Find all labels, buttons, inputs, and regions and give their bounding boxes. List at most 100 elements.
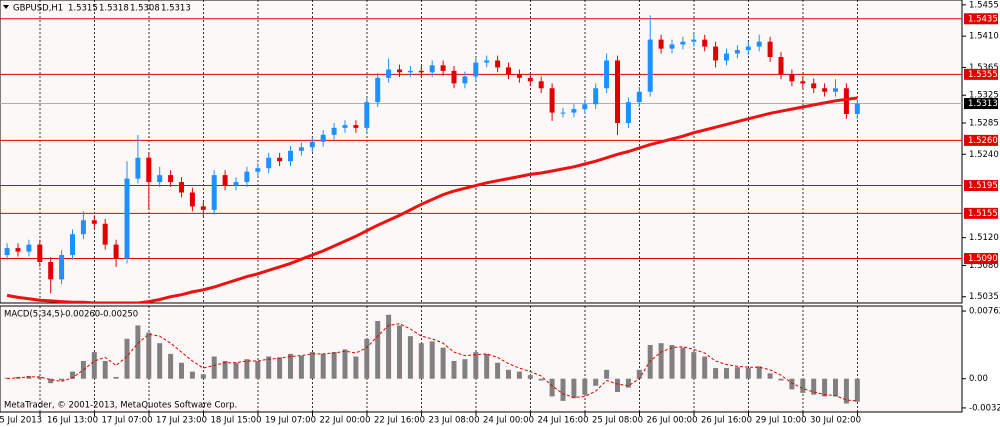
candle-body <box>516 74 522 78</box>
quote-close: 1.5313 <box>161 4 191 14</box>
macd-bar <box>157 343 163 379</box>
candle-body <box>593 88 599 105</box>
level-label: 1.5435 <box>968 14 998 24</box>
candle-body <box>702 39 708 47</box>
main-panel <box>0 0 963 304</box>
macd-bar <box>91 352 97 379</box>
x-tick-label: 17 Jul 23:00 <box>156 416 207 426</box>
macd-bar <box>244 359 250 379</box>
level-label-bg <box>964 134 998 146</box>
candle-body <box>91 220 97 224</box>
macd-bar <box>124 338 130 379</box>
x-tick-label: 15 Jul 2013 <box>0 416 42 426</box>
macd-bar <box>113 376 119 379</box>
candle-body <box>734 50 740 54</box>
x-tick-label: 24 Jul 00:00 <box>483 416 534 426</box>
level-label: 1.5260 <box>968 136 998 146</box>
x-tick-label: 16 Jul 13:00 <box>47 416 98 426</box>
candle-body <box>168 175 174 183</box>
macd-bar <box>669 344 675 379</box>
candle-body <box>48 261 54 280</box>
candle-body <box>407 70 413 73</box>
macd-bar <box>70 371 75 379</box>
macd-bar <box>484 353 490 379</box>
macd-bar <box>59 378 65 381</box>
macd-value: -0.00260 <box>62 310 100 320</box>
macd-bar <box>549 378 555 397</box>
candle-body <box>811 83 817 89</box>
macd-bar <box>364 338 370 379</box>
x-tick-label: 25 Jul 08:00 <box>592 416 643 426</box>
macd-bar <box>767 373 773 379</box>
candle-body <box>713 46 719 61</box>
candle-body <box>26 244 32 252</box>
candle-body <box>135 157 141 179</box>
candle-body <box>473 62 479 77</box>
candle-body <box>200 206 206 210</box>
x-tick-label: 29 Jul 10:00 <box>756 416 807 426</box>
macd-bar <box>843 378 849 404</box>
candle-body <box>288 150 293 162</box>
candle-body <box>222 175 228 186</box>
macd-bar <box>625 378 631 388</box>
candle-body <box>418 70 424 73</box>
candle-body <box>778 56 784 75</box>
candle-body <box>146 157 152 183</box>
level-label-bg <box>964 180 998 192</box>
macd-bar <box>48 378 54 384</box>
macd-plot <box>4 314 860 404</box>
candle-body <box>451 70 457 84</box>
candle-body <box>4 248 10 256</box>
main-plot <box>0 0 962 303</box>
candle-body <box>364 102 370 128</box>
macd-bar <box>168 353 174 379</box>
candle-body <box>179 182 184 193</box>
menu-arrow <box>3 5 9 9</box>
macd-bar <box>691 352 697 379</box>
candle-body <box>440 65 446 71</box>
x-tick-label: 22 Jul 00:00 <box>320 416 371 426</box>
macd-bar <box>407 336 413 379</box>
level-label: 1.5355 <box>968 70 998 80</box>
candle-body <box>309 141 315 148</box>
macd-bar <box>495 362 501 379</box>
candle-body <box>854 103 860 114</box>
level-label: 1.5195 <box>968 181 998 191</box>
macd-bar <box>702 356 708 379</box>
macd-bar <box>756 366 762 379</box>
macd-bar <box>288 353 293 379</box>
candle-body <box>342 125 348 128</box>
quote-low: 1.5308 <box>130 4 160 14</box>
candle-body <box>495 60 501 68</box>
macd-bar <box>429 341 435 379</box>
macd-bar <box>571 378 577 399</box>
level-label-bg <box>964 13 998 25</box>
macd-bar <box>266 356 272 379</box>
candle-body <box>538 81 544 89</box>
candle-body <box>549 88 555 113</box>
candle-body <box>244 171 250 183</box>
macd-bar <box>582 378 588 395</box>
candle-body <box>625 102 631 124</box>
x-tick-label: 18 Jul 15:00 <box>211 416 262 426</box>
candle-body <box>484 60 490 63</box>
macd-bar <box>342 349 348 379</box>
level-label-bg <box>964 253 998 265</box>
candle-body <box>15 248 21 252</box>
current-label-bg <box>964 98 998 110</box>
level-label-bg <box>964 68 998 80</box>
y-tick-label: 1.5365 <box>969 63 999 73</box>
macd-bar <box>658 343 664 379</box>
macd-bar <box>440 347 446 379</box>
macd-bar <box>102 360 108 379</box>
macd-bar <box>386 314 392 379</box>
macd-bar <box>277 357 283 379</box>
macd-bar <box>538 378 544 381</box>
macd-bar <box>320 353 326 379</box>
candle-body <box>647 39 653 92</box>
candle-body <box>560 112 566 114</box>
y-tick-label: 1.5035 <box>969 292 999 302</box>
macd-bar <box>734 367 740 379</box>
candle-body <box>756 41 762 47</box>
